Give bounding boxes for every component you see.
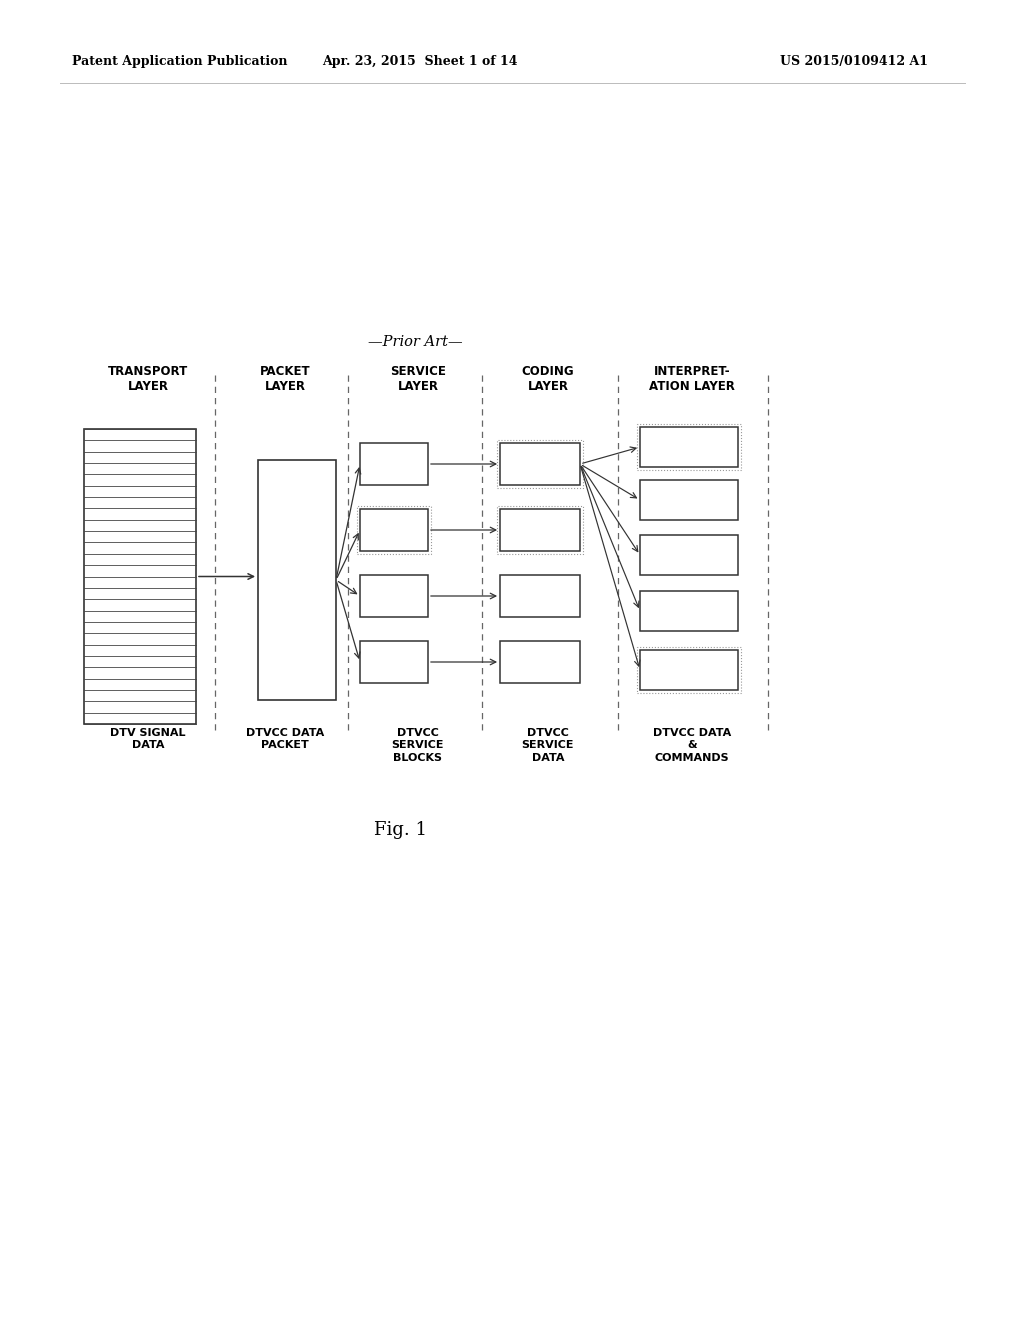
Bar xyxy=(360,576,428,616)
Text: Patent Application Publication: Patent Application Publication xyxy=(72,55,288,69)
Bar xyxy=(360,642,428,682)
Text: DTVCC DATA
&
COMMANDS: DTVCC DATA & COMMANDS xyxy=(653,729,731,763)
Bar xyxy=(637,647,741,693)
Bar xyxy=(640,535,738,576)
Bar xyxy=(640,591,738,631)
Bar xyxy=(360,510,428,550)
Bar xyxy=(497,506,583,554)
Text: US 2015/0109412 A1: US 2015/0109412 A1 xyxy=(780,55,928,69)
Text: —Prior Art—: —Prior Art— xyxy=(368,335,462,348)
Text: Apr. 23, 2015  Sheet 1 of 14: Apr. 23, 2015 Sheet 1 of 14 xyxy=(323,55,518,69)
Text: DTVCC
SERVICE
BLOCKS: DTVCC SERVICE BLOCKS xyxy=(392,729,444,763)
Bar xyxy=(640,426,738,467)
Text: SERVICE
LAYER: SERVICE LAYER xyxy=(390,366,445,393)
Bar xyxy=(637,424,741,470)
Bar xyxy=(258,459,336,700)
Bar xyxy=(500,444,580,484)
Bar xyxy=(84,429,196,723)
Text: DTV SIGNAL
DATA: DTV SIGNAL DATA xyxy=(111,729,185,750)
Text: PACKET
LAYER: PACKET LAYER xyxy=(260,366,310,393)
Bar xyxy=(500,642,580,682)
Bar xyxy=(357,506,431,554)
Text: DTVCC DATA
PACKET: DTVCC DATA PACKET xyxy=(246,729,325,750)
Bar xyxy=(360,444,428,484)
Text: INTERPRET-
ATION LAYER: INTERPRET- ATION LAYER xyxy=(649,366,735,393)
Bar xyxy=(500,510,580,550)
Bar xyxy=(640,649,738,690)
Text: Fig. 1: Fig. 1 xyxy=(374,821,427,840)
Text: TRANSPORT
LAYER: TRANSPORT LAYER xyxy=(108,366,188,393)
Bar xyxy=(500,576,580,616)
Bar xyxy=(640,480,738,520)
Text: DTVCC
SERVICE
DATA: DTVCC SERVICE DATA xyxy=(522,729,574,763)
Text: CODING
LAYER: CODING LAYER xyxy=(521,366,574,393)
Bar xyxy=(497,440,583,488)
